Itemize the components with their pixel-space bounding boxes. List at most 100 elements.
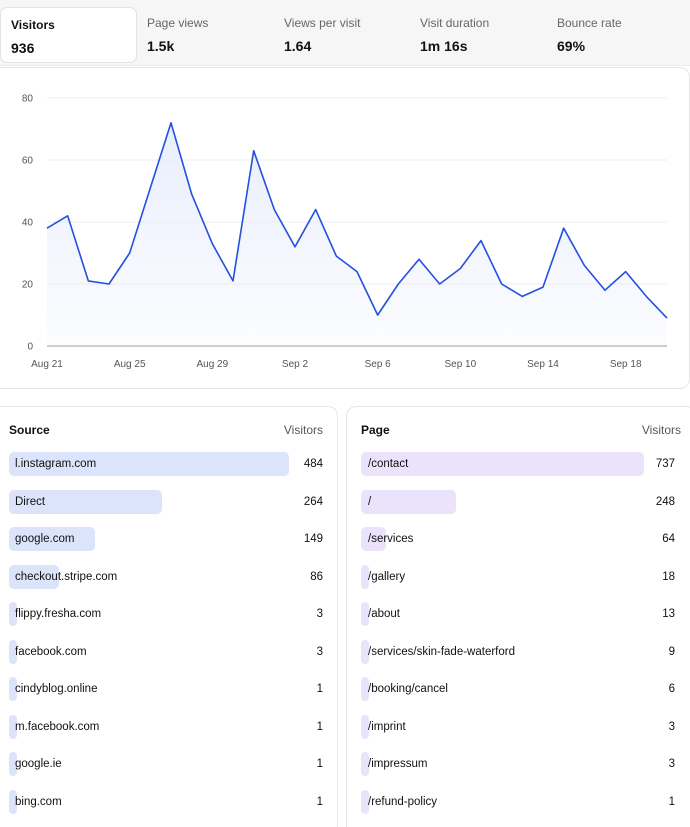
- data-point[interactable]: [417, 257, 421, 261]
- share-bar: [9, 639, 17, 664]
- page-row[interactable]: /booking/cancel 6: [347, 677, 690, 701]
- row-value: 9: [668, 645, 675, 658]
- data-point[interactable]: [479, 239, 483, 243]
- share-bar: [361, 789, 369, 814]
- data-point[interactable]: [252, 149, 256, 153]
- share-bar: [361, 602, 369, 626]
- data-point[interactable]: [644, 294, 648, 298]
- source-row[interactable]: google.com 149: [0, 527, 337, 551]
- data-point[interactable]: [107, 282, 111, 286]
- data-point[interactable]: [190, 192, 194, 196]
- page-row[interactable]: /contact 737: [347, 452, 690, 476]
- share-bar: [9, 564, 59, 589]
- data-point[interactable]: [169, 121, 173, 125]
- source-row[interactable]: google.ie 1: [0, 752, 337, 776]
- row-label: /booking/cancel: [368, 683, 448, 695]
- row-value: 3: [668, 758, 675, 770]
- data-point[interactable]: [665, 316, 669, 320]
- row-label: l.instagram.com: [15, 458, 97, 470]
- metric-value: 1.5k: [147, 38, 175, 54]
- data-point[interactable]: [272, 208, 276, 212]
- data-point[interactable]: [376, 313, 380, 317]
- row-label: /refund-policy: [368, 795, 438, 808]
- source-row[interactable]: cindyblog.online 1: [0, 677, 337, 701]
- y-tick-label: 60: [22, 156, 34, 167]
- page-row[interactable]: /gallery 18: [347, 564, 690, 589]
- visitors-chart-card: 0 20 40 60 80 Aug 21 Aug 25 Aug 29 Sep 2 Sep 6 Sep…: [0, 67, 690, 389]
- metric-views-per-visit[interactable]: Views per visit 1.64: [274, 0, 370, 66]
- data-point[interactable]: [541, 285, 545, 289]
- x-tick-label: Sep 10: [444, 359, 476, 370]
- data-point[interactable]: [603, 288, 607, 292]
- share-bar: [361, 452, 644, 476]
- data-point[interactable]: [231, 279, 235, 283]
- row-label: checkout.stripe.com: [15, 570, 118, 583]
- visitors-chart[interactable]: 0 20 40 60 80 Aug 21 Aug 25 Aug 29 Sep 2 Sep 6 Sep…: [0, 68, 690, 390]
- data-point[interactable]: [458, 267, 462, 271]
- data-point[interactable]: [86, 279, 90, 283]
- row-value: 1: [668, 795, 675, 808]
- row-value: 1: [316, 758, 323, 770]
- row-label: bing.com: [15, 795, 62, 808]
- y-tick-label: 20: [22, 280, 34, 291]
- page-row[interactable]: /imprint 3: [347, 714, 690, 739]
- row-value: 3: [316, 645, 323, 658]
- row-label: /gallery: [368, 570, 406, 583]
- metric-value: 936: [11, 40, 35, 56]
- page-row[interactable]: /services/skin-fade-waterford 9: [347, 639, 690, 664]
- row-label: flippy.fresha.com: [15, 608, 102, 620]
- data-point[interactable]: [210, 242, 214, 246]
- data-point[interactable]: [293, 245, 297, 249]
- metric-visitors[interactable]: Visitors 936: [0, 7, 137, 63]
- y-tick-label: 0: [27, 342, 33, 353]
- visitors-line[interactable]: [46, 122, 668, 319]
- share-bar: [361, 714, 369, 739]
- data-point[interactable]: [128, 251, 132, 255]
- data-point[interactable]: [520, 294, 524, 298]
- source-row[interactable]: l.instagram.com 484: [0, 452, 337, 476]
- data-point[interactable]: [396, 282, 400, 286]
- source-row[interactable]: Direct 264: [0, 489, 337, 514]
- row-value: 1: [316, 683, 323, 695]
- source-row[interactable]: checkout.stripe.com 86: [0, 564, 337, 589]
- source-row[interactable]: m.facebook.com 1: [0, 714, 337, 739]
- row-label: cindyblog.online: [15, 683, 98, 695]
- page-row[interactable]: /impressum 3: [347, 752, 690, 776]
- share-bar: [9, 527, 96, 551]
- share-bar: [9, 452, 289, 476]
- row-label: /contact: [368, 458, 409, 470]
- data-point[interactable]: [500, 282, 504, 286]
- row-value: 3: [316, 608, 323, 620]
- data-point[interactable]: [562, 226, 566, 230]
- pages-panel: Page Visitors /contact 737 / 248/services 64…: [346, 406, 690, 827]
- sources-panel: Source Visitors l.instagram.com 484 Direct…: [0, 406, 338, 827]
- data-point[interactable]: [148, 186, 152, 190]
- data-point[interactable]: [355, 270, 359, 274]
- data-point[interactable]: [334, 254, 338, 258]
- x-tick-label: Aug 29: [196, 359, 228, 370]
- source-row[interactable]: bing.com 1: [0, 789, 337, 814]
- share-bar: [361, 752, 369, 776]
- share-bar: [9, 752, 17, 776]
- pages-header-label: Page: [361, 423, 390, 437]
- data-point[interactable]: [314, 208, 318, 212]
- metric-visit-duration[interactable]: Visit duration 1m 16s: [410, 0, 499, 66]
- data-point[interactable]: [45, 226, 49, 230]
- data-point[interactable]: [582, 263, 586, 267]
- page-row[interactable]: /about 13: [347, 602, 690, 626]
- source-row[interactable]: flippy.fresha.com 3: [0, 602, 337, 626]
- page-row[interactable]: /refund-policy 1: [347, 789, 690, 814]
- data-point[interactable]: [66, 214, 70, 218]
- metric-bounce-rate[interactable]: Bounce rate 69%: [547, 0, 632, 66]
- data-point[interactable]: [438, 282, 442, 286]
- page-row[interactable]: /services 64: [347, 527, 690, 551]
- page-row[interactable]: / 248: [347, 489, 690, 514]
- x-tick-label: Aug 25: [114, 359, 146, 370]
- row-value: 484: [303, 458, 323, 470]
- row-value: 13: [662, 608, 675, 620]
- data-point[interactable]: [624, 270, 628, 274]
- share-bar: [9, 677, 17, 701]
- metric-value: 1.64: [284, 38, 312, 54]
- metric-page-views[interactable]: Page views 1.5k: [137, 0, 218, 66]
- source-row[interactable]: facebook.com 3: [0, 639, 337, 664]
